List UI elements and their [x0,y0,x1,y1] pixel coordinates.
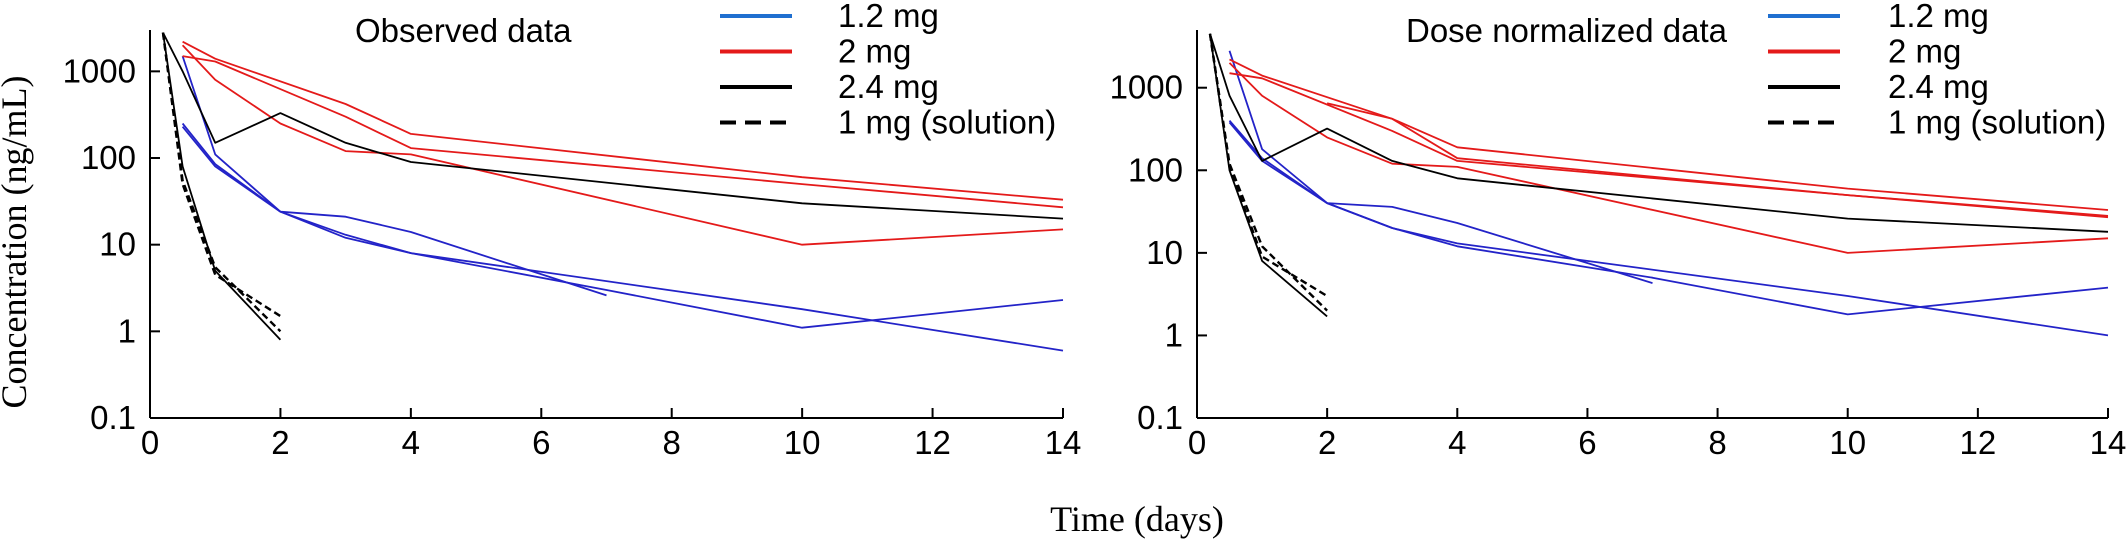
panel-dose-normalized: 0.1 1 10 100 1000 0 2 4 6 8 10 12 14 Dose normalized … [1110,0,2127,461]
series-line [1209,33,1328,318]
series-line [162,32,282,341]
panel-title: Observed data [355,12,572,49]
series-line [181,55,1064,329]
x-tick-label: 4 [402,424,420,461]
legend-label: 2.4 mg [838,68,939,105]
y-tick-label: 1000 [1110,69,1183,106]
x-tick-label: 0 [141,424,159,461]
x-tick-label: 2 [271,424,289,461]
series-line [181,44,1064,246]
y-tick-label: 1000 [63,52,136,89]
y-tick-label: 10 [99,226,136,263]
x-axis-label: Time (days) [1050,499,1224,539]
series-line [182,40,1064,201]
x-tick-label: 10 [784,424,821,461]
x-tick-label: 12 [914,424,951,461]
legend-label: 1 mg (solution) [1888,104,2106,141]
legend-label: 1.2 mg [838,0,939,34]
series-line [1229,58,2109,211]
series-line [1228,50,2109,316]
series-line [181,122,607,297]
legend-label: 2.4 mg [1888,68,1989,105]
y-tick-label: 0.1 [1137,399,1183,436]
x-tick-label: 8 [663,424,681,461]
x-tick-label: 4 [1448,424,1466,461]
x-tick-label: 0 [1188,424,1206,461]
series-line [182,55,1064,209]
legend-label: 2 mg [838,33,911,70]
series-line [161,32,282,333]
y-tick-label: 0.1 [90,399,136,436]
legend-label: 1.2 mg [1888,0,1989,34]
x-tick-label: 6 [532,424,550,461]
series-line [161,32,282,318]
legend-label: 1 mg (solution) [838,104,1056,141]
legend-label: 2 mg [1888,33,1961,70]
series-line [1208,33,1328,312]
panel-observed: 0.1 1 10 100 1000 0 2 4 6 8 10 12 14 Observed data 1.2… [63,0,1082,461]
series-line [1209,33,2109,233]
y-tick-label: 100 [1128,151,1183,188]
series-line [1228,121,2109,337]
x-tick-label: 2 [1318,424,1336,461]
y-axis-label: Concentration (ng/mL) [0,76,34,409]
series-line [181,126,1064,352]
series-line [1326,102,2109,217]
panel-title: Dose normalized data [1406,12,1728,49]
x-tick-label: 6 [1578,424,1596,461]
y-tick-label: 100 [81,139,136,176]
x-tick-label: 12 [1959,424,1996,461]
series-line [1228,62,2109,254]
x-tick-label: 8 [1708,424,1726,461]
y-tick-label: 1 [118,312,136,349]
y-tick-label: 1 [1165,316,1183,353]
x-tick-label: 10 [1829,424,1866,461]
x-tick-label: 14 [1045,424,1082,461]
series-line [162,32,1064,220]
x-tick-label: 14 [2090,424,2127,461]
y-tick-label: 10 [1146,234,1183,271]
